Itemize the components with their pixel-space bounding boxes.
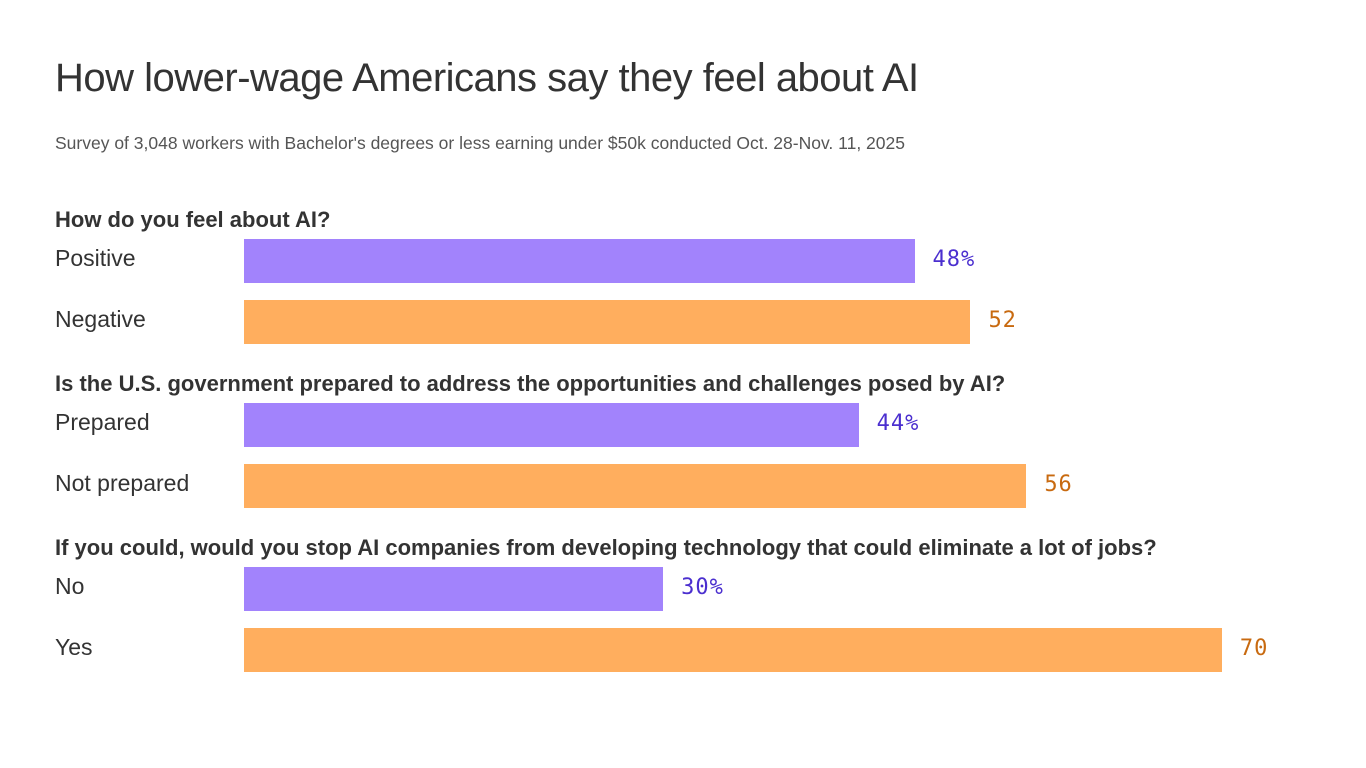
data-label: 48% [932, 247, 976, 272]
data-label: 56 [1044, 472, 1073, 497]
bar-label: Yes [55, 634, 93, 660]
chart-title: How lower-wage Americans say they feel a… [55, 56, 919, 100]
data-label: 52 [988, 308, 1017, 333]
question-heading: How do you feel about AI? [55, 207, 331, 232]
question-heading: Is the U.S. government prepared to addre… [55, 371, 1006, 396]
bar-label: No [55, 573, 85, 599]
data-label: 44% [876, 411, 920, 436]
bar [244, 464, 1027, 508]
bar [244, 403, 859, 447]
bar-label: Negative [55, 306, 146, 332]
bar [244, 300, 971, 344]
bar [244, 628, 1222, 672]
bar-label: Not prepared [55, 470, 190, 496]
question-heading: If you could, would you stop AI companie… [55, 535, 1157, 560]
bar [244, 567, 664, 611]
bar [244, 239, 915, 283]
chart-subtitle: Survey of 3,048 workers with Bachelor's … [55, 133, 905, 153]
bar-label: Prepared [55, 409, 150, 435]
data-label: 70 [1239, 636, 1269, 661]
bar-label: Positive [55, 245, 136, 271]
data-label: 30% [681, 575, 724, 600]
